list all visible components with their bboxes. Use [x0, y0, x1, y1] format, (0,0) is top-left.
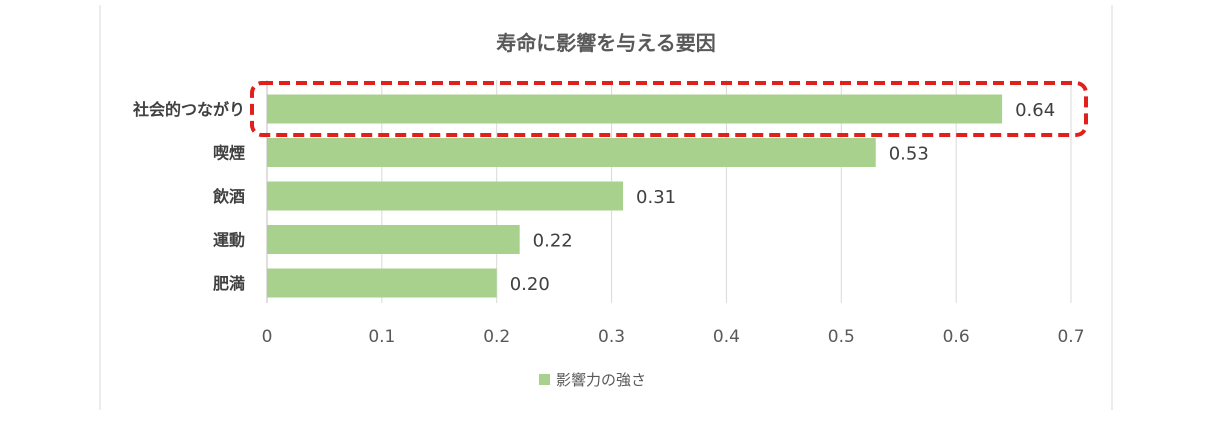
- bars: [267, 94, 1003, 298]
- data-label: 0.53: [889, 144, 929, 165]
- category-label: 社会的つながり: [132, 100, 245, 119]
- x-tick-labels: 0 0.1 0.2 0.3 0.4 0.5 0.6 0.7: [262, 327, 1085, 347]
- bar: [267, 225, 520, 254]
- bar: [267, 268, 497, 298]
- x-tick-label: 0: [262, 327, 273, 347]
- data-label: 0.31: [636, 187, 676, 208]
- x-tick-label: 0.7: [1057, 327, 1084, 347]
- legend-swatch: [539, 374, 550, 385]
- highlight-group: [250, 81, 1088, 137]
- bar: [267, 181, 624, 211]
- x-tick-label: 0.6: [943, 327, 970, 347]
- bar: [267, 94, 1003, 124]
- data-labels: 0.64 0.53 0.31 0.22 0.20: [510, 100, 1055, 295]
- x-tick-label: 0.3: [598, 327, 625, 347]
- category-label: 肥満: [213, 274, 245, 293]
- chart-title: 寿命に影響を与える要因: [496, 31, 716, 55]
- data-label: 0.22: [533, 231, 573, 252]
- category-label: 喫煙: [213, 144, 245, 163]
- legend: 影響力の強さ: [539, 371, 646, 389]
- bar: [267, 138, 876, 167]
- data-label: 0.20: [510, 274, 550, 295]
- legend-label: 影響力の強さ: [556, 371, 646, 389]
- category-label: 運動: [213, 231, 245, 250]
- x-tick-label: 0.4: [713, 327, 740, 347]
- x-tick-label: 0.1: [368, 327, 395, 347]
- x-tick-label: 0.2: [483, 327, 510, 347]
- data-label: 0.64: [1015, 100, 1055, 121]
- highlight-box: [250, 81, 1088, 137]
- category-label: 飲酒: [212, 187, 245, 206]
- x-tick-label: 0.5: [828, 327, 855, 347]
